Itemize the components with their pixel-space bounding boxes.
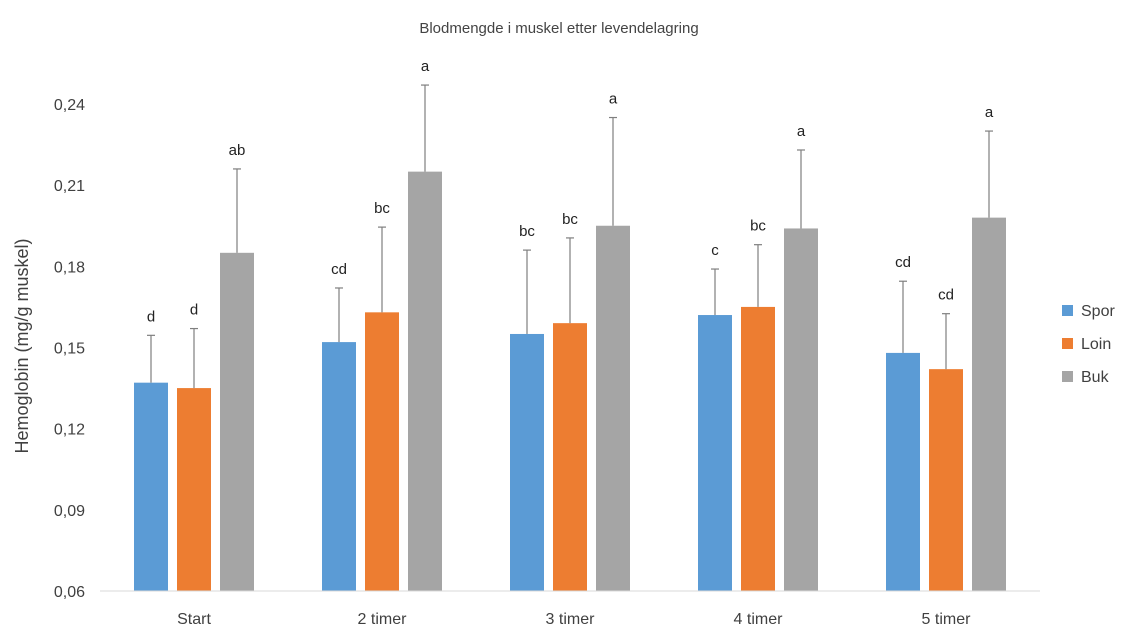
- bar-loin: [929, 369, 963, 591]
- x-category-label: 3 timer: [546, 611, 596, 628]
- bar-spor: [134, 382, 168, 591]
- significance-label: a: [421, 58, 430, 75]
- significance-label: a: [609, 91, 618, 108]
- significance-label: a: [985, 104, 994, 121]
- significance-label: bc: [750, 218, 766, 235]
- x-category-label: 4 timer: [734, 611, 784, 628]
- y-tick-label: 0,15: [54, 341, 85, 358]
- significance-labels: d d ab cd bc a bc bc a c bc a cd cd a: [147, 58, 994, 325]
- significance-label: a: [797, 123, 806, 140]
- y-axis-label: Hemoglobin (mg/g muskel): [12, 238, 32, 453]
- bar-buk: [596, 225, 630, 591]
- bar-spor: [698, 315, 732, 591]
- x-axis-categories: Start 2 timer 3 timer 4 timer 5 timer: [177, 611, 971, 628]
- significance-label: cd: [331, 261, 347, 278]
- bar-spor: [886, 352, 920, 591]
- legend-swatch-loin: [1062, 338, 1073, 349]
- y-tick-label: 0,06: [54, 584, 85, 601]
- x-category-label: Start: [177, 611, 211, 628]
- significance-label: c: [711, 242, 719, 259]
- bar-loin: [553, 323, 587, 591]
- bar-loin: [177, 388, 211, 591]
- significance-label: d: [190, 302, 198, 319]
- bars: [134, 171, 1006, 592]
- significance-label: cd: [895, 254, 911, 271]
- legend: Spor Loin Buk: [1062, 303, 1115, 386]
- significance-label: ab: [229, 142, 246, 159]
- legend-swatch-buk: [1062, 371, 1073, 382]
- y-tick-label: 0,21: [54, 178, 85, 195]
- significance-label: bc: [374, 200, 390, 217]
- significance-label: cd: [938, 287, 954, 304]
- bar-loin: [741, 306, 775, 591]
- bar-buk: [220, 252, 254, 592]
- x-category-label: 5 timer: [922, 611, 972, 628]
- y-tick-label: 0,24: [54, 97, 85, 114]
- chart-title: Blodmengde i muskel etter levendelagring: [419, 20, 698, 37]
- error-bars: [147, 84, 993, 389]
- y-tick-label: 0,09: [54, 503, 85, 520]
- x-category-label: 2 timer: [358, 611, 408, 628]
- legend-label: Spor: [1081, 303, 1115, 320]
- legend-swatch-spor: [1062, 305, 1073, 316]
- bar-spor: [322, 342, 356, 591]
- legend-label: Loin: [1081, 336, 1111, 353]
- y-tick-label: 0,18: [54, 259, 85, 276]
- bar-buk: [972, 217, 1006, 591]
- legend-label: Buk: [1081, 369, 1110, 386]
- bar-loin: [365, 312, 399, 591]
- bar-spor: [510, 333, 544, 591]
- significance-label: bc: [562, 211, 578, 228]
- bar-buk: [408, 171, 442, 591]
- bar-buk: [784, 228, 818, 591]
- significance-label: d: [147, 308, 155, 325]
- significance-label: bc: [519, 223, 535, 240]
- y-axis-ticks: 0,06 0,09 0,12 0,15 0,18 0,21 0,24: [54, 97, 85, 601]
- y-tick-label: 0,12: [54, 422, 85, 439]
